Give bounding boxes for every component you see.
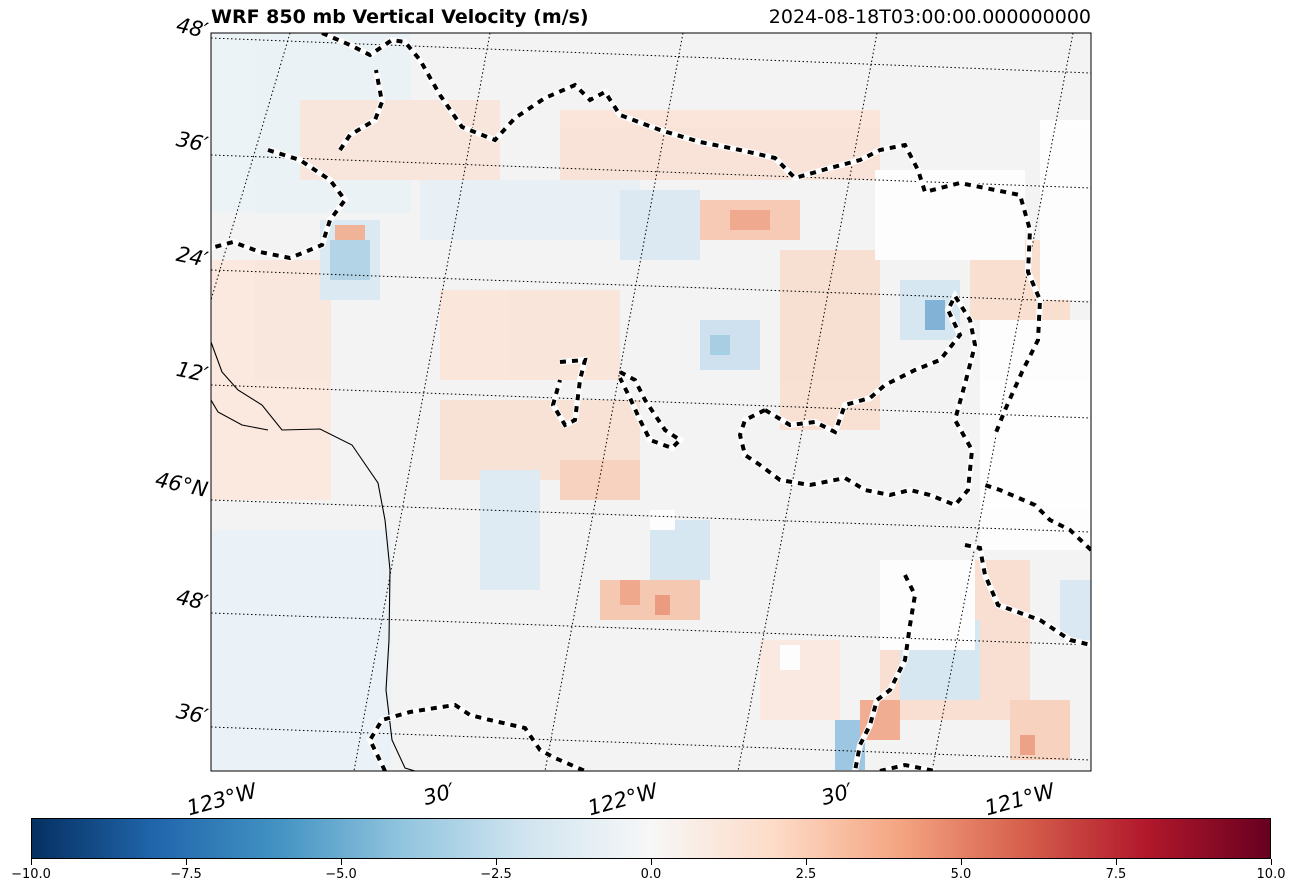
colorbar-tick-label: 0.0 [640,867,662,882]
lat-label: 36′ [174,127,210,157]
colorbar-tick [651,859,652,865]
lon-label: 30′ [421,779,458,810]
colorbar [31,818,1271,859]
colorbar-tick [186,859,187,865]
colorbar-tick-label: 5.0 [950,867,972,882]
map-title: WRF 850 mb Vertical Velocity (m/s) [211,6,589,28]
colorbar-tick [341,859,342,865]
lat-label: 12′ [174,357,210,387]
colorbar-tick-label: 2.5 [795,867,817,882]
colorbar-tick [806,859,807,865]
colorbar-tick-label: −7.5 [170,867,202,882]
coastline [211,341,416,771]
colorbar-tick [1116,859,1117,865]
colorbar-tick-label: 10.0 [1256,867,1286,882]
graticule [211,33,1091,771]
colorbar-tick-label: −2.5 [480,867,512,882]
lat-label: 48′ [174,585,210,615]
colorbar-tick [1271,859,1272,865]
lon-label: 122°W [585,778,661,820]
lon-label: 30′ [819,779,856,810]
colorbar-tick [31,859,32,865]
lat-label: 36′ [174,699,210,729]
colorbar-tick-label: −5.0 [325,867,357,882]
colorbar-tick [496,859,497,865]
colorbar-tick [961,859,962,865]
lat-label: 24′ [174,242,210,272]
lat-label: 46°N [153,467,210,502]
colorbar-tick-label: −10.0 [11,867,51,882]
map-frame [210,32,1092,772]
lon-label: 123°W [184,778,260,820]
region-boundaries [211,33,1091,771]
lon-label: 121°W [982,778,1058,820]
velocity-shading [211,33,1091,770]
colorbar-tick-label: 7.5 [1105,867,1127,882]
lat-label: 48′ [174,13,210,43]
valid-time: 2024-08-18T03:00:00.000000000 [768,6,1091,28]
